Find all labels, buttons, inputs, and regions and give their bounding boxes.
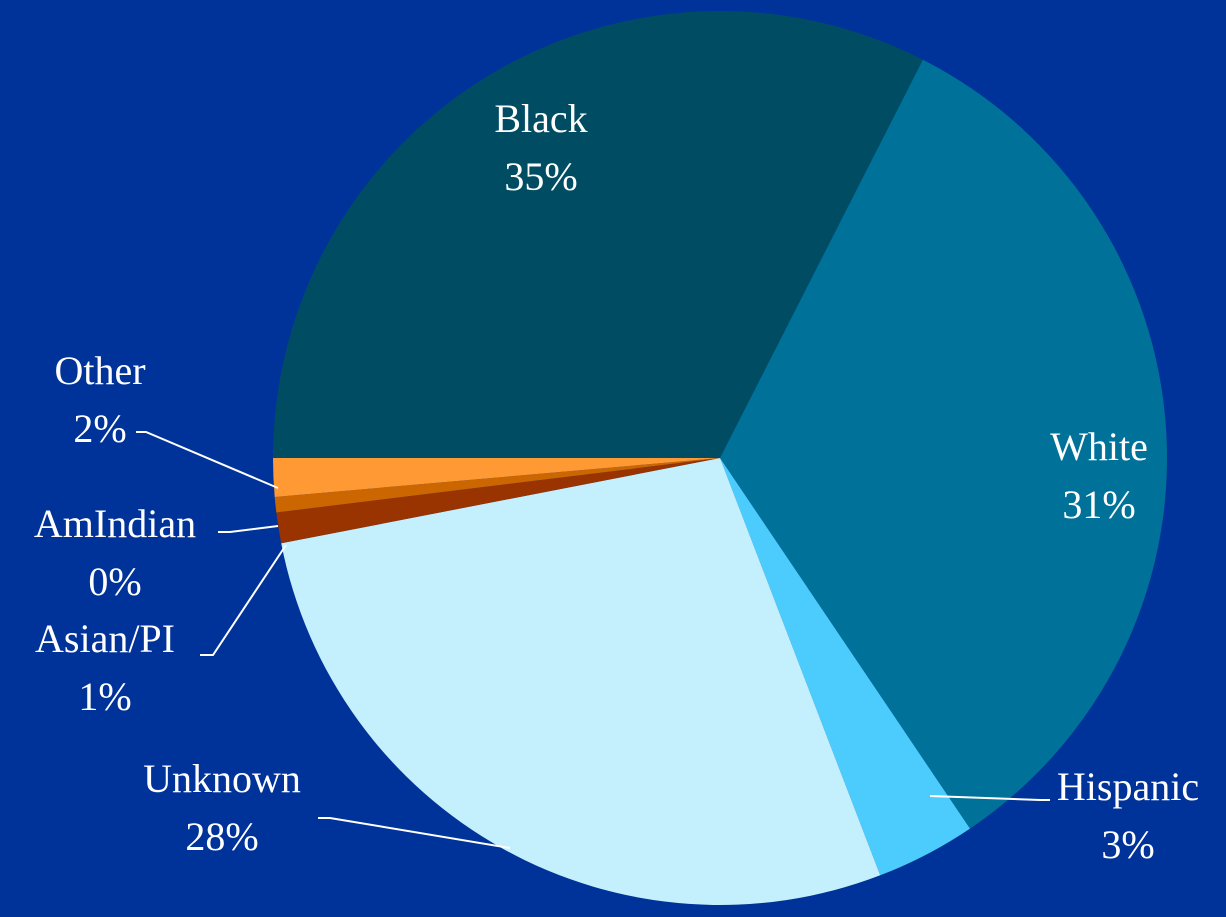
slice-label-black: Black 35%: [494, 96, 587, 199]
pie-slice-other: [273, 458, 720, 497]
pie-slice-asian-pi: [276, 458, 720, 544]
leader-line-other: [136, 431, 279, 489]
slice-label-asian-pi: Asian/PI 1%: [35, 616, 175, 719]
slice-category: AmIndian: [34, 501, 196, 546]
pie-slices: [273, 11, 1167, 906]
slice-category: Other: [54, 348, 145, 393]
slice-label-white: White 31%: [1050, 424, 1148, 527]
slice-labels: Black 35% White 31% Hispanic 3% Unknown 28% Asia…: [34, 96, 1199, 867]
slice-category: Unknown: [143, 756, 301, 801]
slice-category: Black: [494, 96, 587, 141]
slice-category: Asian/PI: [35, 616, 175, 661]
slice-label-other: Other 2%: [54, 348, 145, 451]
leader-line-amindian: [218, 525, 279, 533]
pie-slice-amindian: [274, 458, 720, 513]
slice-percent: 3%: [1101, 822, 1154, 867]
slice-category: White: [1050, 424, 1148, 469]
slice-percent: 1%: [78, 674, 131, 719]
pie-slice-black: [273, 11, 923, 459]
slice-percent: 35%: [504, 154, 577, 199]
leader-lines: [136, 431, 1050, 849]
pie-slice-white: [720, 59, 1167, 829]
leader-line-unknown: [318, 817, 511, 849]
leader-line-asian-pi: [200, 544, 287, 656]
slice-percent: 28%: [185, 814, 258, 859]
slice-label-unknown: Unknown 28%: [143, 756, 301, 859]
pie-slice-hispanic: [720, 458, 970, 876]
slice-percent: 0%: [88, 559, 141, 604]
slice-percent: 31%: [1062, 482, 1135, 527]
pie-slice-unknown: [281, 458, 881, 906]
slice-label-amindian: AmIndian 0%: [34, 501, 196, 604]
slice-label-hispanic: Hispanic 3%: [1057, 764, 1199, 867]
leader-line-hispanic: [929, 795, 1050, 801]
slice-percent: 2%: [73, 406, 126, 451]
slice-category: Hispanic: [1057, 764, 1199, 809]
